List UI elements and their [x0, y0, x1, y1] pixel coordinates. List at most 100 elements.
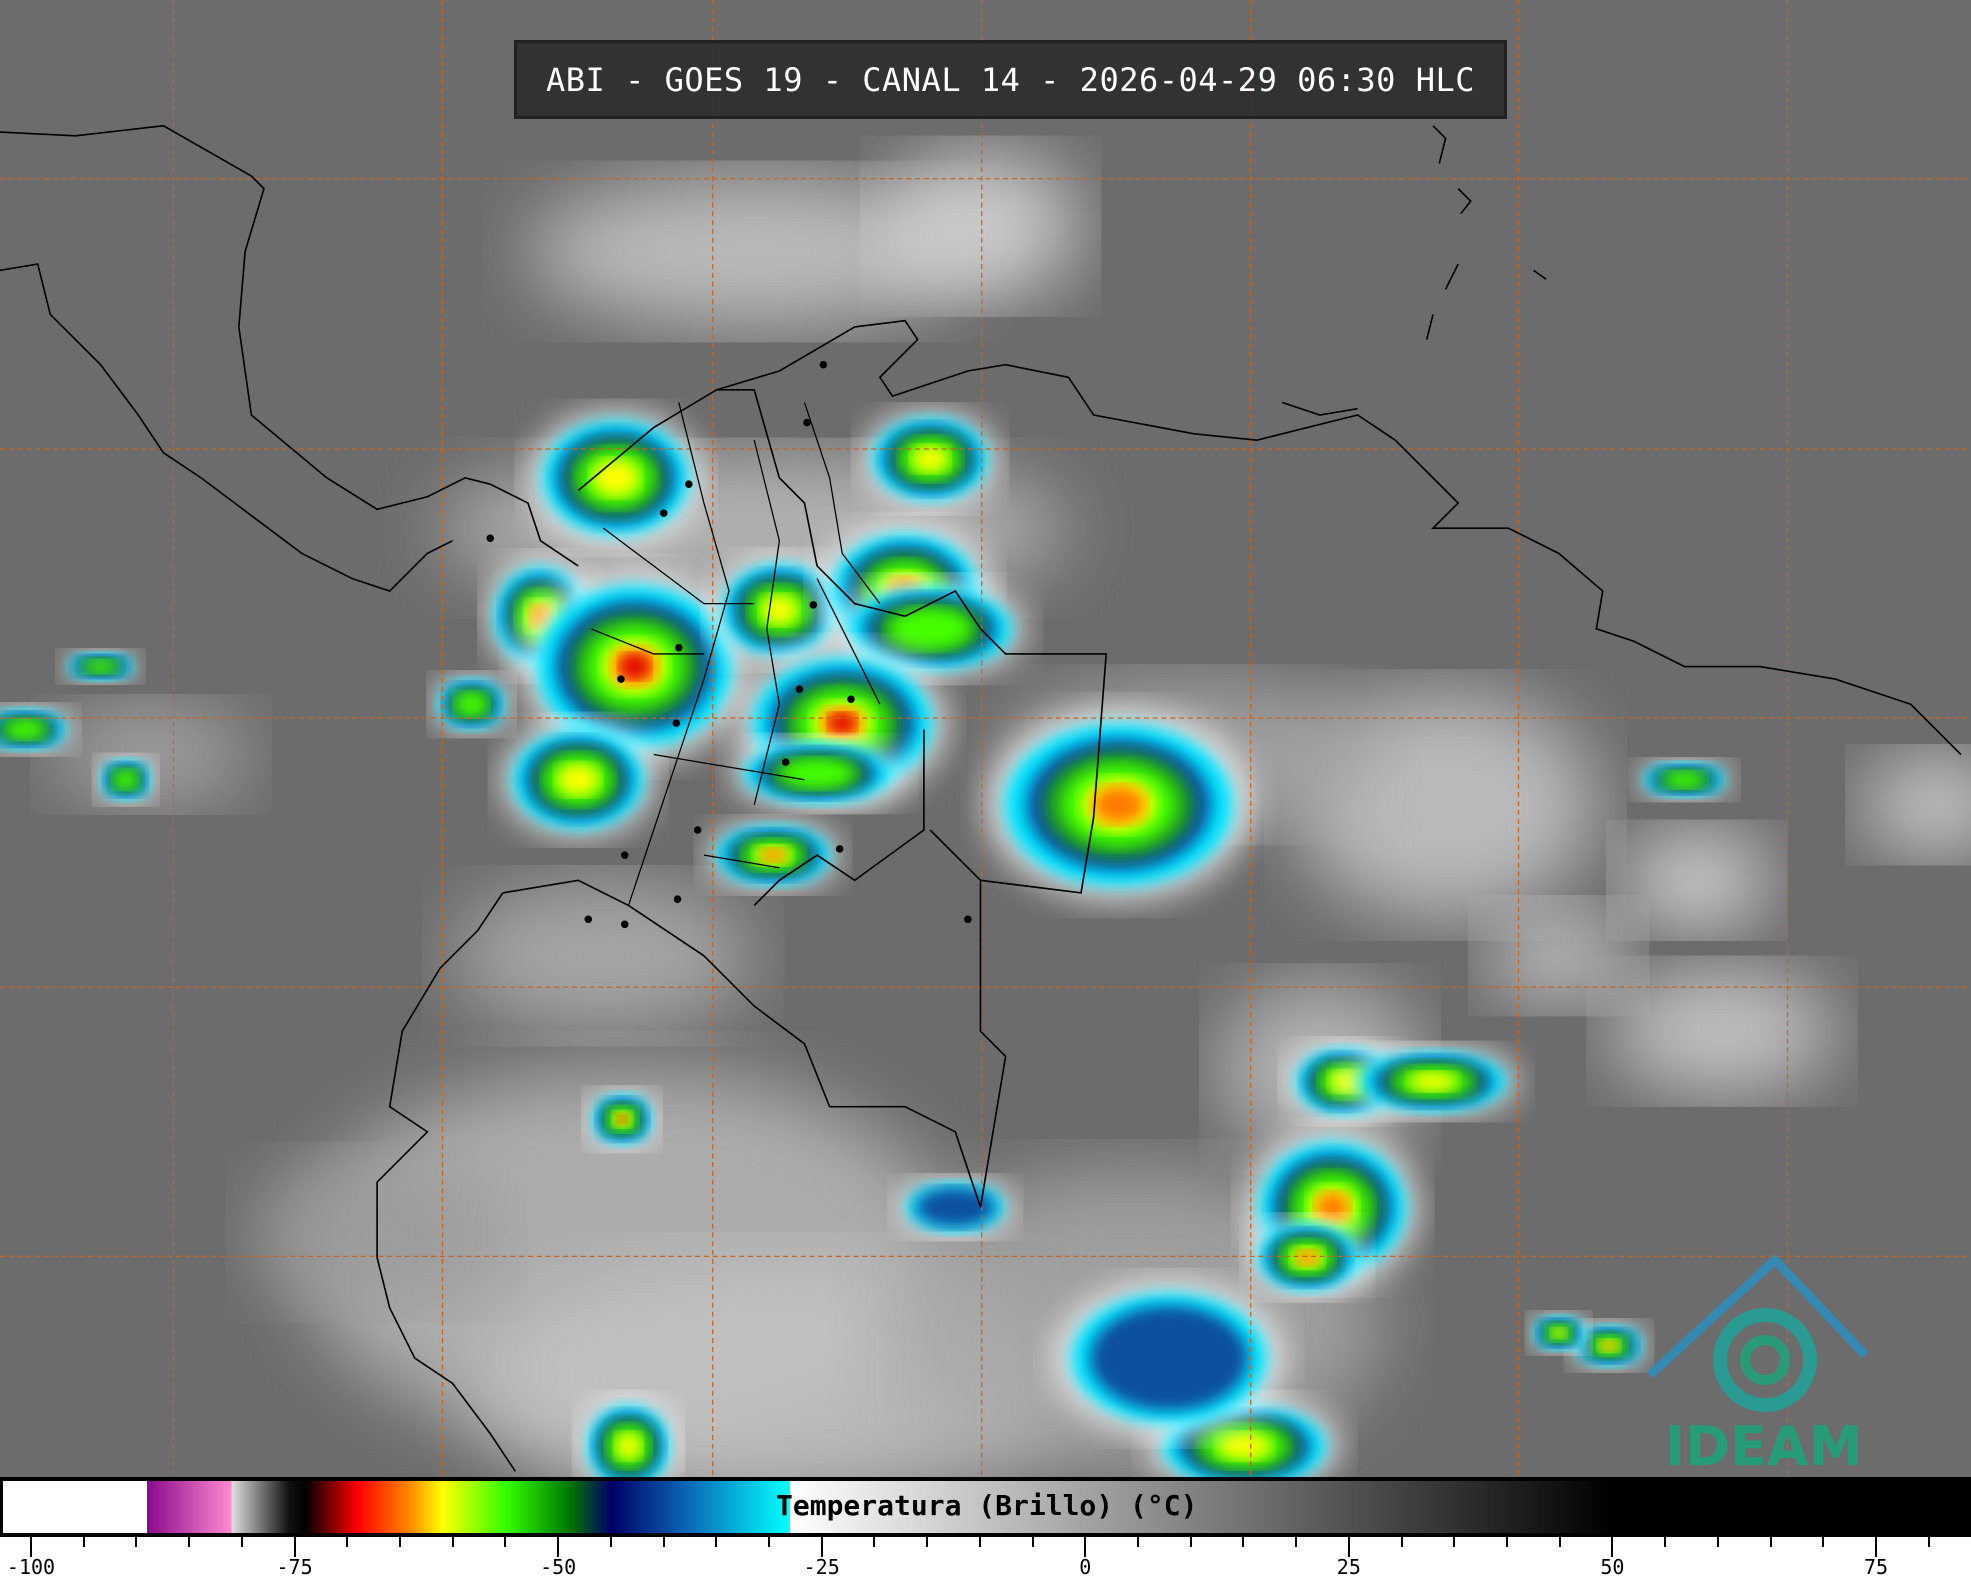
temperature-contour: [1409, 1072, 1457, 1092]
storm-cell: [97, 757, 154, 803]
temperature-contour: [828, 713, 857, 734]
city-dot: [847, 695, 855, 703]
city-dot: [672, 719, 681, 727]
title-banner: ABI - GOES 19 - CANAL 14 - 2026-04-29 06…: [514, 40, 1507, 119]
minor-tick: [188, 1537, 191, 1547]
city-dot: [964, 915, 972, 924]
coastline-south-america-west: [376, 892, 517, 1472]
storm-cell: [1530, 1314, 1587, 1352]
minor-tick: [1295, 1537, 1298, 1547]
minor-tick: [978, 1537, 981, 1547]
storm-cell: [986, 710, 1251, 900]
title-text: ABI - GOES 19 - CANAL 14 - 2026-04-29 06…: [546, 60, 1475, 99]
city-dot: [803, 418, 811, 427]
cloud-area: [452, 880, 755, 1032]
cloud-area: [1483, 905, 1635, 1007]
city-dot: [486, 534, 495, 543]
minor-tick: [1506, 1537, 1508, 1547]
minor-tick: [1664, 1537, 1667, 1547]
tick-label: 75: [1863, 1555, 1889, 1577]
temperature-contour: [617, 1115, 627, 1124]
minor-tick: [873, 1537, 876, 1547]
cloud-area: [879, 150, 1082, 302]
minor-tick: [662, 1537, 665, 1547]
ideam-logo-text: IDEAM: [1665, 1415, 1863, 1478]
minor-tick: [1769, 1537, 1772, 1547]
ideam-logo-mark: [1646, 1255, 1869, 1412]
temperature-contour: [760, 595, 798, 625]
storm-cell: [62, 651, 139, 682]
minor-tick: [1031, 1537, 1034, 1547]
storm-cell: [521, 572, 748, 761]
tick-label: -50: [540, 1555, 577, 1577]
temperature-contour: [911, 445, 949, 473]
minor-tick: [1400, 1537, 1403, 1547]
storm-cell: [502, 723, 654, 837]
city-dot: [620, 920, 629, 929]
minor-tick: [1927, 1537, 1930, 1547]
temperature-contour: [592, 459, 640, 497]
cloud-area: [1608, 968, 1836, 1095]
tick-label: -100: [6, 1555, 56, 1577]
storm-cell: [864, 411, 997, 507]
city-dot: [835, 845, 844, 853]
storm-cell: [1348, 1047, 1518, 1116]
minor-tick: [1189, 1537, 1192, 1547]
minor-tick: [240, 1537, 243, 1547]
city-dot: [617, 675, 625, 683]
minor-tick: [451, 1537, 454, 1547]
temperature-contour: [1089, 1305, 1249, 1411]
tick-label: -75: [276, 1555, 313, 1577]
temperature-contour: [1663, 771, 1705, 788]
city-dot: [693, 826, 702, 834]
temperature-contour: [557, 763, 600, 796]
storm-cell: [707, 821, 840, 890]
storm-cell: [581, 1399, 676, 1494]
tick-label: -25: [803, 1555, 840, 1577]
city-dot: [809, 601, 818, 609]
cloud-area: [1621, 830, 1773, 931]
temperature-contour: [4, 719, 46, 740]
temperature-contour: [84, 659, 117, 674]
major-tick: [30, 1537, 32, 1557]
storm-cell: [732, 739, 902, 808]
internal-borders: [590, 402, 881, 906]
city-dot: [620, 851, 629, 859]
minor-tick: [399, 1537, 401, 1547]
city-dot: [659, 509, 668, 517]
minor-tick: [135, 1537, 138, 1547]
lat-lon-grid: [0, 0, 1971, 1478]
colorbar-label: Temperatura (Brillo) (°C): [776, 1489, 1198, 1522]
temperature-contour: [1092, 785, 1146, 824]
colorbar: Temperatura (Brillo) (°C): [0, 1477, 1971, 1537]
major-tick: [293, 1537, 296, 1557]
temperature-contour: [759, 848, 787, 862]
minor-tick: [1137, 1537, 1139, 1547]
minor-tick: [1822, 1537, 1825, 1547]
temperature-contour: [1550, 1327, 1567, 1339]
minor-tick: [346, 1537, 349, 1547]
colombia-border: [502, 389, 1108, 1208]
temperature-contour: [889, 608, 972, 650]
city-dot: [584, 915, 593, 924]
temperature-contour: [1218, 1433, 1271, 1460]
city-dot: [795, 685, 804, 693]
temperature-contour: [780, 758, 854, 789]
temperature-contour: [615, 1433, 642, 1460]
minor-tick: [768, 1537, 770, 1547]
cloud-area: [527, 176, 981, 327]
colorbar-axis: -100 -75 -50 -25 0 25 50 75: [0, 1537, 1971, 1577]
storm-cell: [835, 581, 1025, 676]
coastline-colombia-venezuela: [577, 319, 1962, 756]
temperature-contour: [1601, 1341, 1617, 1351]
tick-label: 50: [1600, 1555, 1625, 1577]
minor-tick: [715, 1537, 718, 1547]
cloud-area: [1860, 754, 1971, 856]
city-dot: [675, 643, 683, 652]
storm-cell: [1637, 760, 1732, 799]
minor-tick: [1242, 1537, 1245, 1547]
minor-tick: [1716, 1537, 1719, 1547]
major-tick: [1347, 1537, 1350, 1557]
